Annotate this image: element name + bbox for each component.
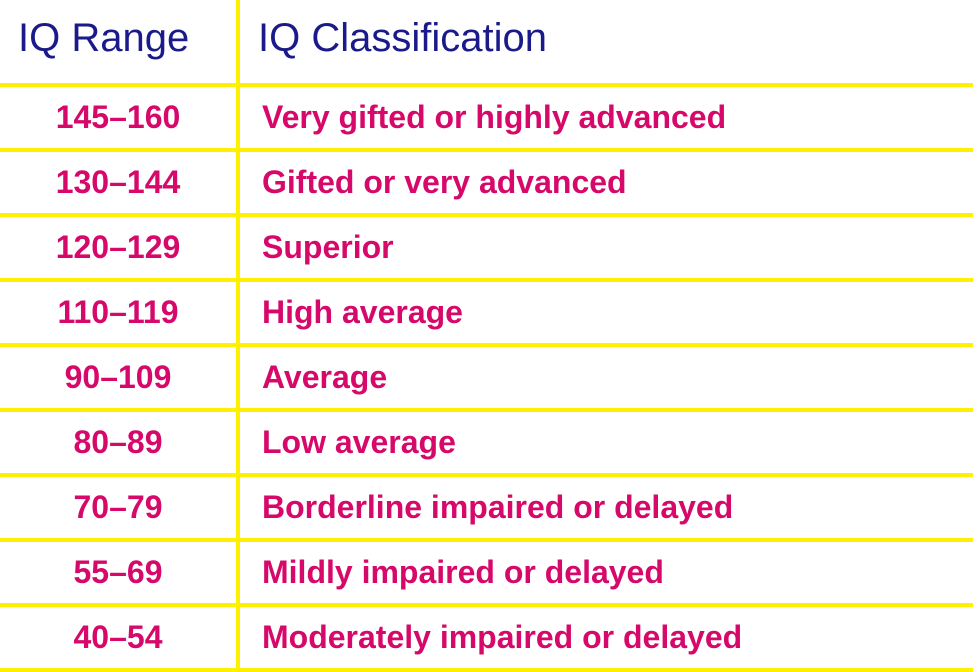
iq-classification-cell: Mildly impaired or delayed (238, 540, 973, 605)
iq-classification-cell: Average (238, 345, 973, 410)
iq-range-cell: 80–89 (0, 410, 238, 475)
table-row: 70–79Borderline impaired or delayed (0, 475, 973, 540)
iq-range-cell: 110–119 (0, 280, 238, 345)
header-iq-range: IQ Range (0, 0, 238, 85)
table-row: 145–160Very gifted or highly advanced (0, 85, 973, 150)
table-row: 40–54Moderately impaired or delayed (0, 605, 973, 670)
iq-classification-cell: Gifted or very advanced (238, 150, 973, 215)
iq-range-cell: 90–109 (0, 345, 238, 410)
table-row: 80–89Low average (0, 410, 973, 475)
iq-range-cell: 70–79 (0, 475, 238, 540)
table-row: 110–119High average (0, 280, 973, 345)
table-header-row: IQ Range IQ Classification (0, 0, 973, 85)
iq-classification-table: IQ Range IQ Classification 145–160Very g… (0, 0, 973, 672)
iq-range-cell: 55–69 (0, 540, 238, 605)
iq-range-cell: 130–144 (0, 150, 238, 215)
iq-classification-cell: Very gifted or highly advanced (238, 85, 973, 150)
iq-classification-cell: Borderline impaired or delayed (238, 475, 973, 540)
iq-classification-cell: High average (238, 280, 973, 345)
table-row: 90–109Average (0, 345, 973, 410)
iq-range-cell: 120–129 (0, 215, 238, 280)
table-row: 120–129Superior (0, 215, 973, 280)
iq-range-cell: 145–160 (0, 85, 238, 150)
iq-range-cell: 40–54 (0, 605, 238, 670)
iq-classification-cell: Superior (238, 215, 973, 280)
table-row: 55–69Mildly impaired or delayed (0, 540, 973, 605)
iq-classification-cell: Moderately impaired or delayed (238, 605, 973, 670)
table-body: 145–160Very gifted or highly advanced130… (0, 85, 973, 670)
iq-classification-cell: Low average (238, 410, 973, 475)
table-row: 130–144Gifted or very advanced (0, 150, 973, 215)
header-iq-classification: IQ Classification (238, 0, 973, 85)
